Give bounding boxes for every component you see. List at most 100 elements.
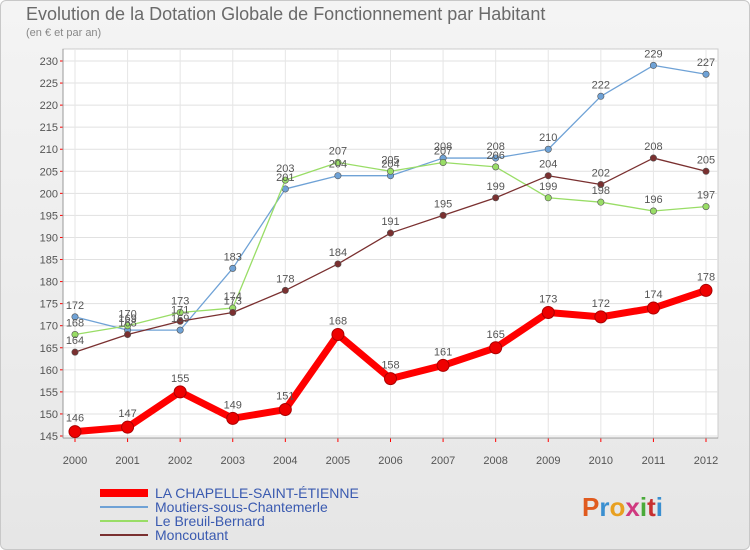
data-point: [121, 420, 135, 434]
x-tick-label: 2005: [326, 455, 350, 467]
axes: [60, 49, 718, 442]
data-label: 191: [381, 216, 399, 228]
logo-letter: o: [609, 492, 625, 522]
data-label: 174: [224, 291, 242, 303]
data-point: [334, 172, 342, 180]
data-label: 208: [434, 141, 452, 153]
legend-label: Moutiers-sous-Chantemerle: [155, 499, 328, 515]
data-point: [492, 163, 500, 171]
data-point: [71, 313, 79, 321]
data-point: [492, 154, 500, 162]
logo-letter: r: [599, 492, 609, 522]
chart-subtitle: (en € et par an): [26, 27, 102, 39]
data-label: 210: [539, 132, 557, 144]
data-point: [439, 211, 447, 219]
data-label: 183: [224, 251, 242, 263]
data-label: 169: [118, 313, 136, 325]
data-point: [702, 70, 710, 78]
data-label: 158: [381, 360, 399, 372]
data-point: [544, 172, 552, 180]
data-label: 173: [224, 295, 242, 307]
data-label: 206: [486, 150, 504, 162]
data-point: [436, 358, 450, 372]
y-tick-label: 180: [40, 277, 58, 289]
data-label: 204: [329, 159, 347, 171]
y-tick-label: 200: [40, 188, 58, 200]
y-tick-label: 230: [40, 56, 58, 68]
data-point: [124, 331, 132, 339]
data-point: [68, 425, 82, 439]
y-tick-label: 210: [40, 144, 58, 156]
data-label: 198: [592, 185, 610, 197]
y-tick-label: 215: [40, 122, 58, 134]
data-label: 173: [171, 295, 189, 307]
x-tick-label: 2012: [694, 455, 718, 467]
data-point: [226, 411, 240, 425]
data-label: 202: [592, 168, 610, 180]
data-point: [281, 286, 289, 294]
x-tick-label: 2006: [378, 455, 402, 467]
y-tick-label: 175: [40, 299, 58, 311]
data-label: 208: [486, 141, 504, 153]
data-label: 174: [644, 289, 662, 301]
data-point: [334, 260, 342, 268]
data-point: [176, 308, 184, 316]
data-point: [334, 158, 342, 166]
x-tick-label: 2004: [273, 455, 297, 467]
data-label: 173: [539, 293, 557, 305]
data-point: [544, 145, 552, 153]
x-tick-label: 2002: [168, 455, 192, 467]
data-point: [649, 207, 657, 215]
data-label: 184: [329, 247, 347, 259]
y-tick-label: 170: [40, 321, 58, 333]
data-label: 227: [697, 57, 715, 69]
proxiti-logo: Proxiti: [582, 492, 663, 522]
data-point: [229, 308, 237, 316]
x-tick-label: 2000: [63, 455, 87, 467]
logo-letter: i: [656, 492, 663, 522]
data-label: 201: [276, 172, 294, 184]
legend-label: Le Breuil-Bernard: [155, 513, 265, 529]
data-label: 161: [434, 346, 452, 358]
data-point: [71, 331, 79, 339]
y-tick-label: 145: [40, 431, 58, 443]
data-label: 197: [697, 190, 715, 202]
y-tick-label: 205: [40, 166, 58, 178]
data-label: 168: [329, 316, 347, 328]
logo-letter: x: [625, 492, 640, 522]
y-tick-label: 155: [40, 387, 58, 399]
data-label: 147: [118, 408, 136, 420]
y-tick-label: 150: [40, 409, 58, 421]
data-label: 208: [644, 141, 662, 153]
data-label: 229: [644, 48, 662, 60]
x-tick-label: 2011: [642, 455, 666, 467]
data-label: 222: [592, 79, 610, 91]
data-point: [649, 154, 657, 162]
data-point: [176, 317, 184, 325]
data-point: [386, 167, 394, 175]
chart-title: Evolution de la Dotation Globale de Fonc…: [26, 4, 546, 24]
y-tick-label: 160: [40, 365, 58, 377]
data-label: 199: [486, 181, 504, 193]
data-label: 172: [66, 300, 84, 312]
legend-label: LA CHAPELLE-SAINT-ÉTIENNE: [155, 485, 359, 501]
data-label: 207: [329, 145, 347, 157]
data-label: 170: [118, 309, 136, 321]
series-group: [68, 61, 713, 439]
data-label: 172: [592, 298, 610, 310]
data-point: [594, 310, 608, 324]
y-tick-label: 165: [40, 343, 58, 355]
data-point: [649, 61, 657, 69]
data-point: [702, 203, 710, 211]
logo-letter: i: [640, 492, 647, 522]
data-point: [278, 403, 292, 417]
data-label: 204: [381, 159, 399, 171]
x-tick-label: 2001: [115, 455, 139, 467]
data-point: [541, 305, 555, 319]
y-tick-label: 195: [40, 210, 58, 222]
logo-letter: P: [582, 492, 599, 522]
x-tick-label: 2003: [221, 455, 245, 467]
data-label: 149: [224, 399, 242, 411]
data-label: 203: [276, 163, 294, 175]
